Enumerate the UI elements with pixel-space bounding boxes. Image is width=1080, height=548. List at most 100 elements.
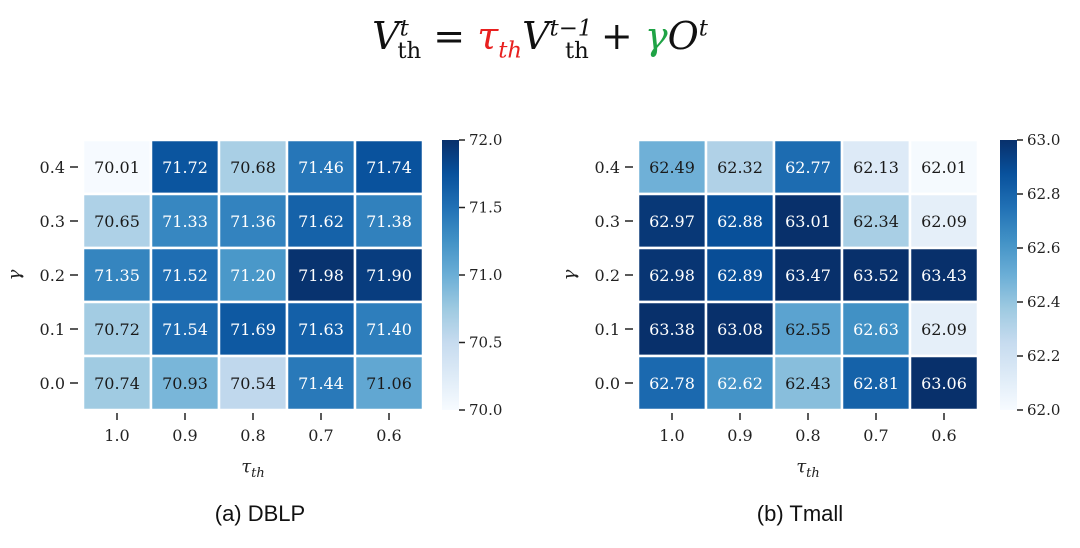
cell-value-label: 71.52 xyxy=(162,266,208,285)
formula-o-var: O xyxy=(667,14,699,58)
heatmap-cell xyxy=(285,138,357,196)
x-axis-label: τth xyxy=(796,456,820,481)
formula-plus: + xyxy=(600,14,633,58)
cell-value-label: 62.13 xyxy=(853,158,899,177)
heatmap-cell xyxy=(840,192,912,250)
colorbar-tick-label: 71.0 xyxy=(469,266,502,284)
cell-value-label: 71.72 xyxy=(162,158,208,177)
colorbar-tick-label: 70.5 xyxy=(469,334,502,352)
formula-tau-sub: th xyxy=(498,37,523,64)
heatmap-cell xyxy=(908,246,980,304)
heatmap-cell xyxy=(772,354,844,412)
x-tick-label: 0.8 xyxy=(240,426,265,445)
cell-value-label: 70.72 xyxy=(94,320,140,339)
heatmap-cell xyxy=(908,354,980,412)
cell-value-label: 62.62 xyxy=(717,374,763,393)
cell-value-label: 70.93 xyxy=(162,374,208,393)
cell-value-label: 62.55 xyxy=(785,320,831,339)
heatmap-cell xyxy=(840,246,912,304)
chart-caption: (b) Tmall xyxy=(757,501,843,526)
cell-value-label: 71.33 xyxy=(162,212,208,231)
formula-lhs-var: V xyxy=(372,14,400,58)
cell-value-label: 63.01 xyxy=(785,212,831,231)
formula-rhs-var: V xyxy=(522,14,550,58)
cell-value-label: 71.90 xyxy=(366,266,412,285)
y-tick-label: 0.3 xyxy=(595,212,620,231)
heatmap-cell xyxy=(149,246,221,304)
formula-lhs-sup: t xyxy=(399,15,409,42)
cell-value-label: 63.08 xyxy=(717,320,763,339)
heatmap-cell xyxy=(636,354,708,412)
formula-rhs-sub: th xyxy=(564,37,589,64)
heatmap-cell xyxy=(704,192,776,250)
heatmap-cell xyxy=(704,354,776,412)
y-tick-label: 0.4 xyxy=(40,158,65,177)
cell-value-label: 63.52 xyxy=(853,266,899,285)
colorbar-tick-label: 63.0 xyxy=(1027,131,1060,149)
cell-value-label: 63.47 xyxy=(785,266,831,285)
formula-o-sup: t xyxy=(698,15,708,42)
cell-value-label: 71.38 xyxy=(366,212,412,231)
y-tick-label: 0.0 xyxy=(40,374,65,393)
x-tick-label: 0.9 xyxy=(172,426,197,445)
heatmap-cell xyxy=(217,354,289,412)
cell-value-label: 70.01 xyxy=(94,158,140,177)
heatmap-cell xyxy=(840,354,912,412)
cell-value-label: 62.43 xyxy=(785,374,831,393)
cell-value-label: 70.54 xyxy=(230,374,276,393)
colorbar-tick-label: 62.2 xyxy=(1027,347,1060,365)
colorbar-tick-label: 62.6 xyxy=(1027,239,1060,257)
colorbar-tick-label: 72.0 xyxy=(469,131,502,149)
y-axis-label: γ xyxy=(4,269,25,280)
x-tick-label: 0.7 xyxy=(308,426,333,445)
cell-value-label: 71.40 xyxy=(366,320,412,339)
heatmap-dblp: 70.01 71.72 70.68 71.46 71.74 70.65 71.33 71.36… xyxy=(4,131,502,526)
cell-value-label: 70.74 xyxy=(94,374,140,393)
cell-value-label: 71.98 xyxy=(298,266,344,285)
cell-value-label: 62.49 xyxy=(649,158,695,177)
heatmap-cell xyxy=(285,354,357,412)
x-tick-label: 0.6 xyxy=(931,426,956,445)
formula-tau: τ xyxy=(477,14,499,58)
heatmap-cell xyxy=(908,300,980,358)
colorbar xyxy=(442,140,459,410)
cell-value-label: 70.65 xyxy=(94,212,140,231)
cell-value-label: 71.74 xyxy=(366,158,412,177)
y-axis-label: γ xyxy=(559,269,580,280)
cell-value-label: 71.44 xyxy=(298,374,344,393)
heatmap-cell xyxy=(217,192,289,250)
cell-value-label: 71.54 xyxy=(162,320,208,339)
cell-value-label: 62.89 xyxy=(717,266,763,285)
formula-lhs-sub: th xyxy=(397,37,422,64)
cell-value-label: 70.68 xyxy=(230,158,276,177)
y-tick-label: 0.0 xyxy=(595,374,620,393)
cell-value-label: 71.36 xyxy=(230,212,276,231)
heatmap-cell xyxy=(149,354,221,412)
cell-value-label: 62.77 xyxy=(785,158,831,177)
heatmap-cell xyxy=(636,300,708,358)
cell-value-label: 71.06 xyxy=(366,374,412,393)
heatmap-cell xyxy=(908,138,980,196)
y-tick-label: 0.3 xyxy=(40,212,65,231)
y-tick-label: 0.1 xyxy=(40,320,65,339)
formula: Vtth = τthVt−1th + γOt xyxy=(0,14,1080,64)
x-axis-label: τth xyxy=(241,456,265,481)
colorbar-tick-label: 62.0 xyxy=(1027,401,1060,419)
formula-gamma: γ xyxy=(644,14,668,58)
colorbar-tick-label: 70.0 xyxy=(469,401,502,419)
formula-rhs-sup: t−1 xyxy=(549,15,593,42)
cell-value-label: 62.88 xyxy=(717,212,763,231)
cell-value-label: 62.78 xyxy=(649,374,695,393)
cell-value-label: 71.35 xyxy=(94,266,140,285)
x-tick-label: 0.8 xyxy=(795,426,820,445)
cell-value-label: 63.38 xyxy=(649,320,695,339)
cell-value-label: 71.69 xyxy=(230,320,276,339)
x-tick-label: 1.0 xyxy=(659,426,684,445)
cell-value-label: 62.09 xyxy=(921,212,967,231)
x-tick-label: 0.6 xyxy=(376,426,401,445)
colorbar-tick-label: 62.4 xyxy=(1027,293,1060,311)
colorbar xyxy=(1000,140,1017,410)
chart-caption: (a) DBLP xyxy=(215,501,305,526)
